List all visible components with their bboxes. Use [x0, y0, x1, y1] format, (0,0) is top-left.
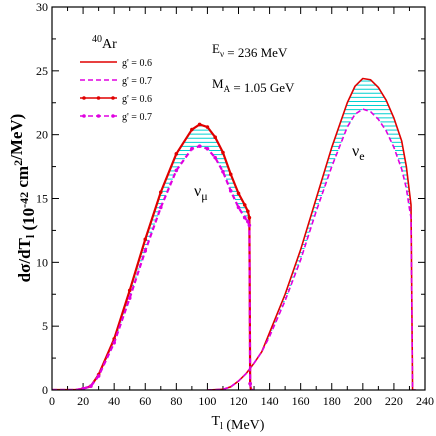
- data-point: [221, 169, 225, 174]
- y-tick-label: 20: [36, 128, 48, 142]
- data-point: [236, 191, 241, 196]
- legend-target-label: 40Ar: [92, 34, 117, 52]
- x-tick-label: 0: [49, 394, 55, 408]
- series-line-numu-g0.7: [52, 145, 255, 390]
- data-point: [127, 296, 132, 300]
- legend-marker: [111, 114, 115, 118]
- data-point: [112, 340, 116, 345]
- data-point: [213, 155, 217, 160]
- legend-entry-label: g' = 0.6: [122, 94, 152, 105]
- axial-mass-annotation: MA = 1.05 GeV: [212, 76, 295, 95]
- data-point: [190, 146, 194, 151]
- x-tick-label: 60: [139, 394, 151, 408]
- y-tick-labels: 0 5 10 15 20 25 30: [36, 0, 48, 397]
- x-axis-title: Tl (MeV): [212, 414, 265, 433]
- x-tick-label: 80: [170, 394, 182, 408]
- x-tick-label: 180: [323, 394, 341, 408]
- data-point: [190, 127, 194, 132]
- y-tick-label: 30: [36, 0, 48, 14]
- x-tick-label: 220: [385, 394, 403, 408]
- legend-entry-label: g' = 0.6: [122, 58, 152, 69]
- data-point: [246, 219, 250, 224]
- legend-entry-label: g' = 0.7: [122, 112, 152, 123]
- data-point: [89, 384, 93, 388]
- y-tick-label: 0: [42, 383, 48, 397]
- data-point: [143, 237, 148, 242]
- data-point: [248, 381, 252, 386]
- data-point: [246, 209, 250, 214]
- data-point: [205, 146, 210, 151]
- legend-marker: [82, 96, 86, 100]
- plot-frame: [51, 6, 426, 391]
- data-point: [236, 205, 241, 210]
- data-point: [228, 189, 233, 193]
- legend-marker: [96, 96, 101, 100]
- legend-marker: [96, 114, 101, 118]
- data-point: [197, 144, 202, 148]
- x-tick-label: 40: [108, 394, 120, 408]
- series-line-nue-g0.6: [207, 77, 416, 390]
- numu-label: νμ: [194, 183, 208, 203]
- y-axis-title: dσ/dTl (10-42 cm2/MeV): [7, 114, 38, 283]
- data-point: [143, 249, 148, 253]
- legend-entry-label: g' = 0.7: [122, 76, 152, 87]
- data-point: [158, 205, 163, 210]
- data-point: [247, 215, 252, 220]
- legend: 40Ar g' = 0.6 g' = 0.7 g' = 0.6 g' = 0.7: [80, 34, 152, 123]
- y-tick-label: 10: [36, 255, 48, 269]
- data-point: [158, 190, 163, 194]
- data-point: [174, 152, 179, 156]
- data-point: [205, 125, 210, 129]
- x-tick-label: 20: [77, 394, 89, 408]
- y-tick-label: 5: [42, 319, 48, 333]
- legend-marker: [82, 114, 86, 118]
- x-tick-labels: 0 20 40 60 80 100 120 140 160 180 200 220 240: [49, 394, 434, 408]
- data-point: [174, 168, 179, 173]
- series-line-numu-g0.6: [52, 123, 255, 390]
- uncertainty-bands: [95, 80, 413, 380]
- legend-marker: [111, 96, 115, 100]
- data-point: [242, 215, 247, 220]
- x-tick-label: 100: [198, 394, 216, 408]
- y-tick-label: 15: [36, 192, 48, 206]
- y-tick-label: 25: [36, 64, 48, 78]
- data-point: [127, 288, 132, 293]
- x-tick-label: 160: [292, 394, 310, 408]
- data-point: [96, 374, 101, 378]
- data-point: [242, 203, 247, 207]
- series-curves: [52, 77, 416, 390]
- axis-ticks: [51, 6, 426, 391]
- data-point: [228, 172, 233, 177]
- x-tick-label: 120: [230, 394, 248, 408]
- series-line-nue-g0.7: [207, 108, 416, 390]
- data-point: [81, 386, 85, 390]
- x-tick-label: 140: [261, 394, 279, 408]
- data-point: [221, 150, 225, 155]
- data-point: [213, 135, 217, 140]
- x-tick-label: 200: [354, 394, 372, 408]
- beam-energy-annotation: Eν = 236 MeV: [212, 41, 288, 60]
- data-point: [197, 122, 202, 127]
- nue-label: νe: [352, 143, 365, 163]
- x-tick-label: 240: [416, 394, 434, 408]
- data-point: [247, 223, 252, 228]
